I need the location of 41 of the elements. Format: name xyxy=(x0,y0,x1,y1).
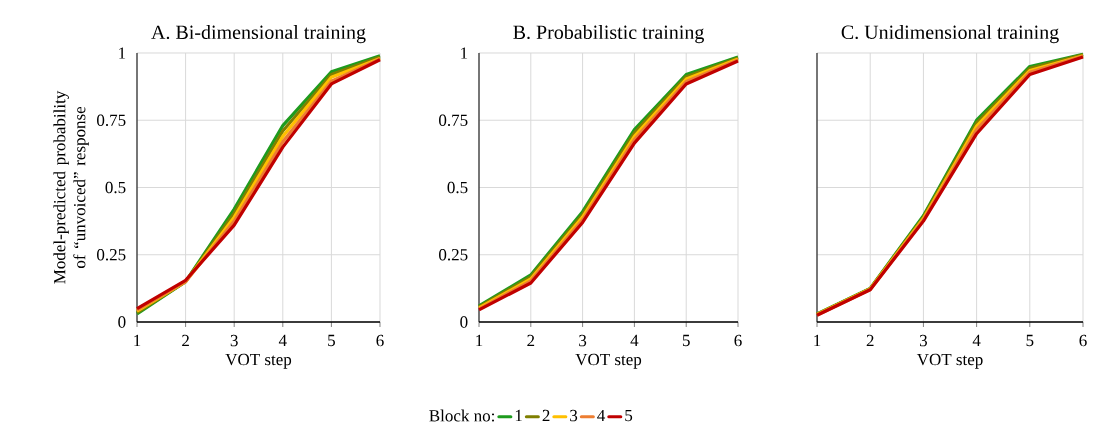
x-tick-label: 1 xyxy=(476,334,483,347)
x-axis-title: VOT step xyxy=(575,353,642,369)
legend-label: 3 xyxy=(570,409,578,422)
x-tick-label: 6 xyxy=(1079,334,1087,347)
x-tick-label: 6 xyxy=(376,334,384,347)
x-tick-label: 5 xyxy=(1026,334,1034,347)
x-tick-label: 5 xyxy=(328,334,335,347)
legend-label: 4 xyxy=(597,409,606,422)
legend-label: 1 xyxy=(515,409,522,422)
y-tick-label: 0.75 xyxy=(439,114,468,127)
chart-title: A. Bi-dimensional training xyxy=(151,24,366,44)
x-axis-title: VOT step xyxy=(225,353,292,369)
x-tick-label: 2 xyxy=(182,334,189,347)
y-tick-label: 1 xyxy=(461,47,468,59)
x-tick-label: 6 xyxy=(734,334,742,347)
y-tick-label: 0.75 xyxy=(97,114,126,127)
x-tick-label: 2 xyxy=(527,334,535,347)
y-tick-label: 1 xyxy=(119,47,126,59)
legend-label: 5 xyxy=(625,409,633,422)
x-tick-label: 3 xyxy=(579,334,587,347)
x-tick-label: 1 xyxy=(134,334,141,347)
x-tick-label: 2 xyxy=(866,334,874,347)
x-tick-label: 4 xyxy=(972,334,981,347)
legend-label: 2 xyxy=(542,409,550,422)
x-tick-label: 3 xyxy=(230,334,238,347)
x-tick-label: 1 xyxy=(814,334,821,347)
y-tick-label: 0.25 xyxy=(439,248,468,261)
y-tick-label: 0 xyxy=(460,316,468,328)
x-axis-title: VOT step xyxy=(916,353,983,369)
x-tick-label: 4 xyxy=(278,334,287,347)
x-tick-label: 3 xyxy=(919,334,927,347)
y-tick-label: 0 xyxy=(118,316,126,328)
y-tick-label: 0.25 xyxy=(97,248,126,261)
x-tick-label: 4 xyxy=(630,334,639,347)
legend-title: Block no: xyxy=(429,409,495,422)
y-tick-label: 0.5 xyxy=(105,181,126,194)
y-axis-title: Model-predicted probability of “unvoiced” response xyxy=(53,90,89,284)
chart-title: B. Probabilistic training xyxy=(513,24,704,44)
x-tick-label: 5 xyxy=(682,334,690,347)
y-tick-label: 0.5 xyxy=(447,181,468,194)
chart-title: C. Unidimensional training xyxy=(841,24,1059,44)
